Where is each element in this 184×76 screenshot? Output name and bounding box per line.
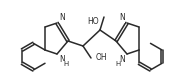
Text: H: H [115,61,121,67]
Text: N: N [119,14,125,22]
Text: HO: HO [87,16,99,26]
Text: N: N [59,54,65,64]
Text: N: N [119,54,125,64]
Text: OH: OH [96,54,108,62]
Text: H: H [63,61,69,67]
Text: N: N [59,14,65,22]
